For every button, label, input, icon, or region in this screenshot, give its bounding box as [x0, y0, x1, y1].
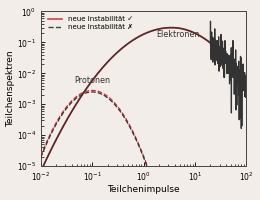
Text: Protonen: Protonen	[74, 76, 110, 85]
Text: Elektronen: Elektronen	[157, 30, 200, 39]
Legend: neue Instabilität ✓, neue Instabilität ✗: neue Instabilität ✓, neue Instabilität ✗	[48, 16, 133, 30]
X-axis label: Teilchenimpulse: Teilchenimpulse	[107, 185, 180, 194]
Y-axis label: Teilchenspektren: Teilchenspektren	[6, 50, 15, 127]
